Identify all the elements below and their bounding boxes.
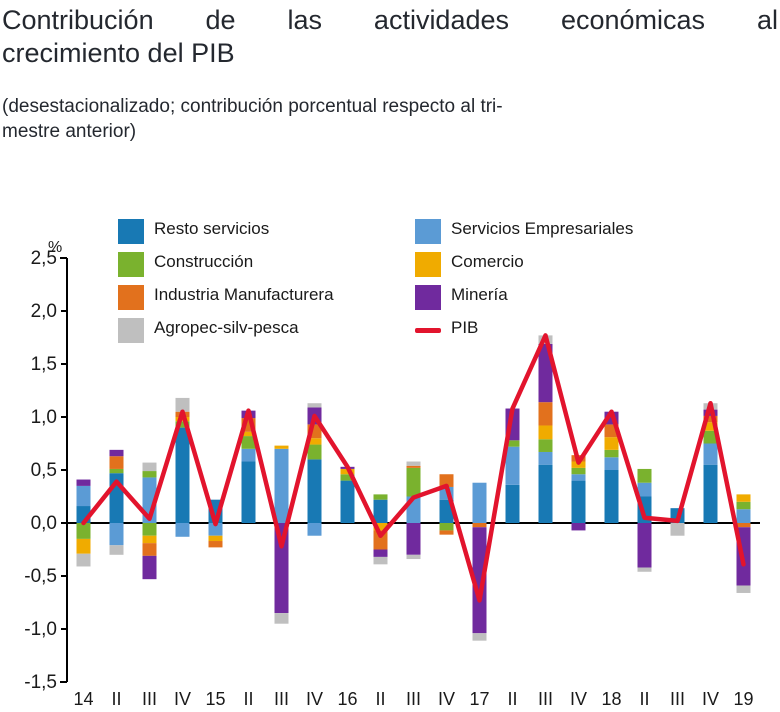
svg-text:III: III (670, 689, 685, 709)
svg-text:II: II (639, 689, 649, 709)
svg-text:15: 15 (205, 689, 225, 709)
svg-text:IV: IV (306, 689, 323, 709)
svg-text:16: 16 (337, 689, 357, 709)
svg-text:III: III (274, 689, 289, 709)
svg-text:IV: IV (570, 689, 587, 709)
svg-text:IV: IV (438, 689, 455, 709)
svg-text:II: II (507, 689, 517, 709)
svg-text:III: III (406, 689, 421, 709)
svg-text:IV: IV (702, 689, 719, 709)
svg-text:IV: IV (174, 689, 191, 709)
svg-text:II: II (375, 689, 385, 709)
svg-text:III: III (142, 689, 157, 709)
svg-text:II: II (243, 689, 253, 709)
svg-text:III: III (538, 689, 553, 709)
svg-text:18: 18 (601, 689, 621, 709)
svg-text:II: II (111, 689, 121, 709)
svg-text:14: 14 (73, 689, 93, 709)
svg-text:19: 19 (733, 689, 753, 709)
svg-text:17: 17 (469, 689, 489, 709)
